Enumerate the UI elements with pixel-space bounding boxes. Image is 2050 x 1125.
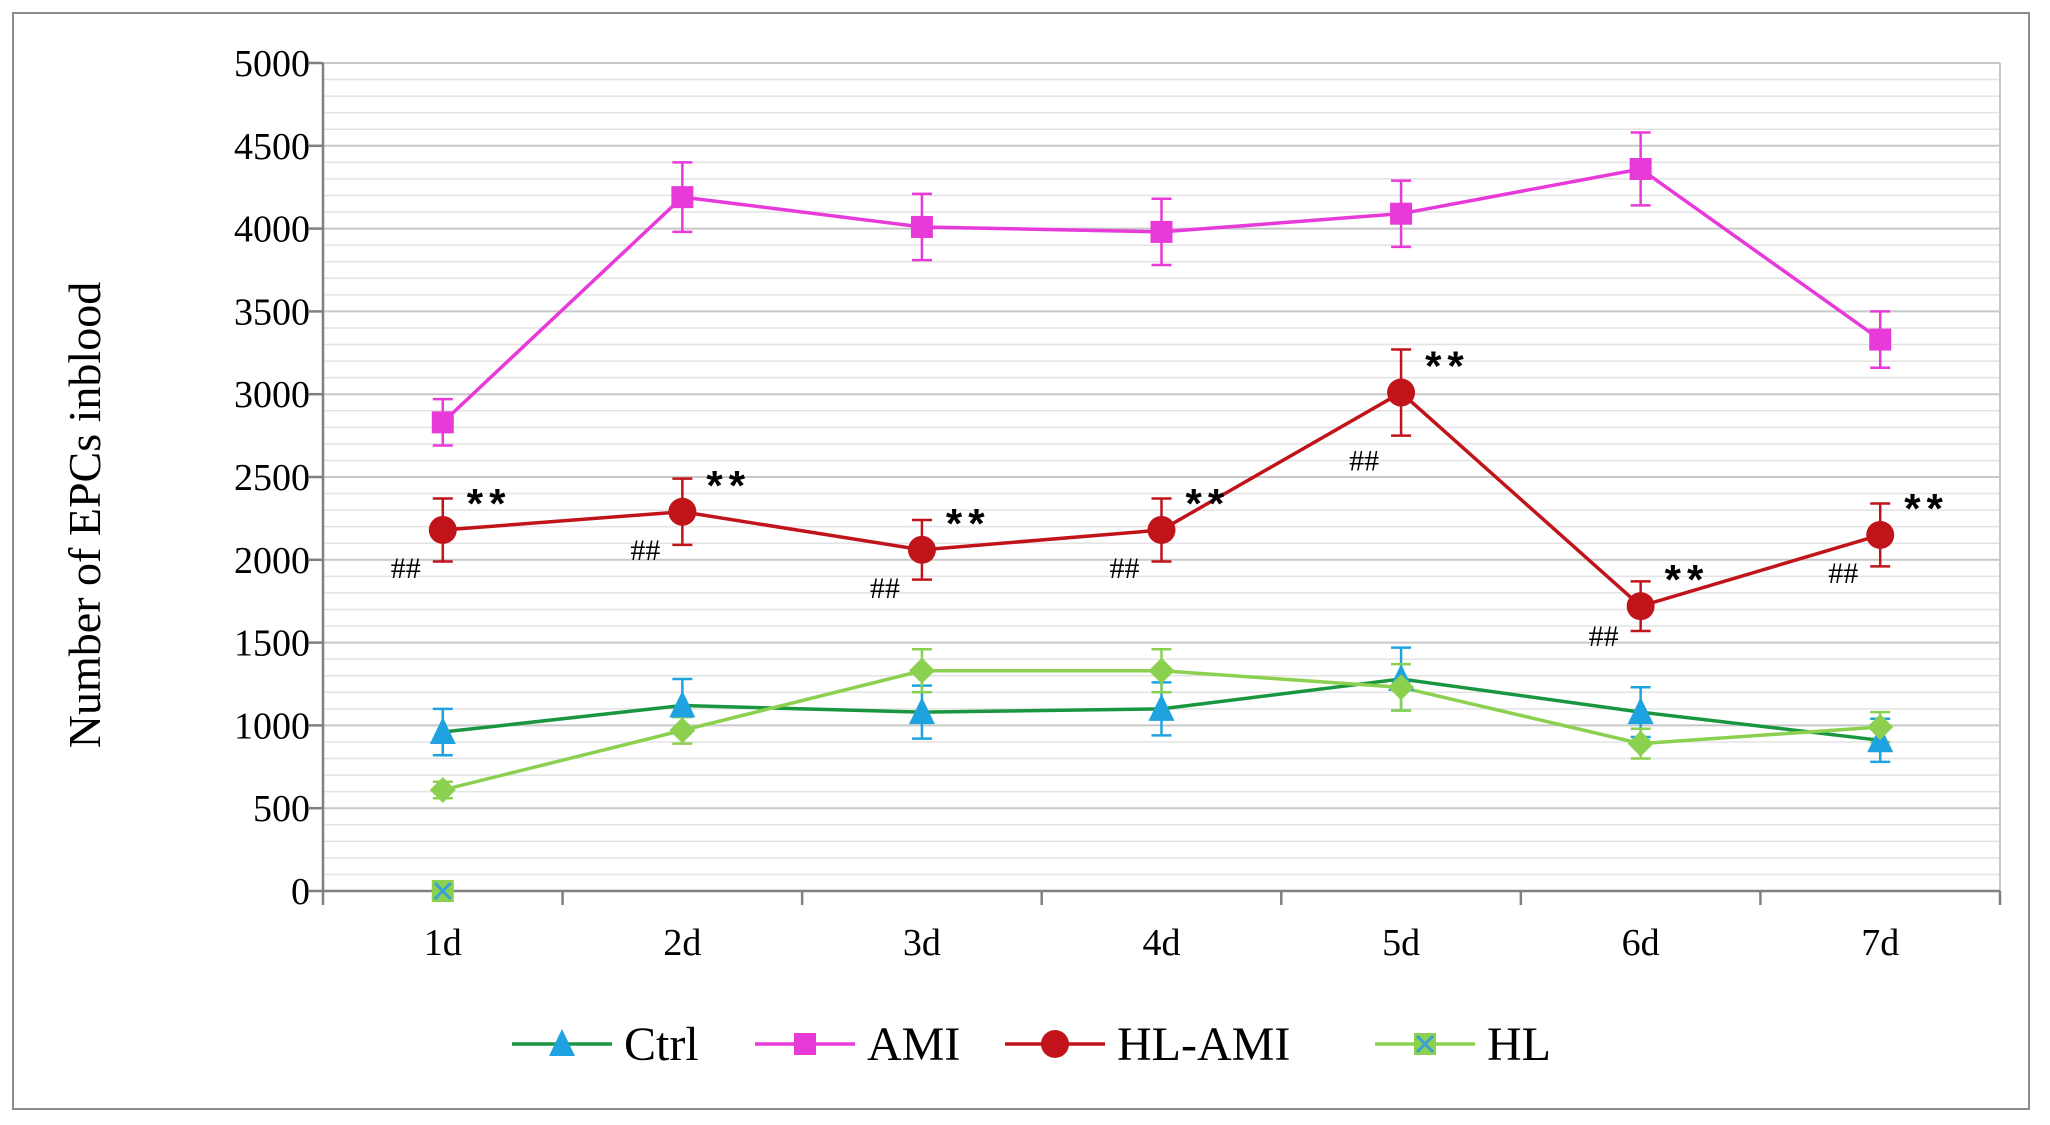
- legend-label: HL-AMI: [1117, 1018, 1290, 1071]
- x-tick-label: 6d: [1622, 922, 1660, 964]
- data-point-hl-ami: [907, 535, 936, 564]
- data-point-hl-ami: [1626, 592, 1655, 621]
- axis-layer: 0 500 1000 1500 2000 2500 3000 3500 4000 4500 5000…: [234, 43, 2002, 964]
- x-tick-label: 7d: [1861, 922, 1899, 964]
- y-tick-label: 1000: [234, 705, 310, 747]
- legend-marker: [1041, 1030, 1069, 1058]
- data-point-extra-cross: [433, 881, 452, 901]
- data-point-hl: [1627, 730, 1654, 757]
- y-tick-label: 4500: [234, 126, 310, 168]
- y-tick-label: 2000: [234, 540, 310, 582]
- data-point-hl-ami: [1147, 515, 1176, 544]
- x-tick-label: 3d: [903, 922, 941, 964]
- data-point-ctrl: [1627, 697, 1654, 725]
- legend-item-ami: AMI: [755, 1018, 960, 1071]
- data-point-hl: [669, 717, 696, 744]
- x-tick-label: 5d: [1382, 922, 1420, 964]
- data-point-hl: [908, 657, 935, 684]
- legend-marker: [794, 1033, 816, 1055]
- y-tick-label: 3500: [234, 291, 310, 333]
- significance-hash: ##: [391, 552, 421, 585]
- data-point-ctrl: [1148, 693, 1175, 721]
- legend: Ctrl AMI HL-AMI HL: [512, 1018, 1551, 1071]
- significance-stars: **: [706, 462, 751, 509]
- y-tick-label: 500: [253, 788, 310, 830]
- data-point-hl-ami: [1387, 378, 1416, 407]
- significance-stars: **: [946, 500, 991, 547]
- legend-label: Ctrl: [624, 1018, 699, 1071]
- significance-hash: ##: [1828, 557, 1858, 590]
- y-tick-label: 1500: [234, 623, 310, 665]
- significance-stars: **: [1425, 343, 1470, 390]
- data-point-ami: [1629, 157, 1652, 180]
- significance-hash: ##: [870, 572, 900, 605]
- data-point-ctrl: [669, 690, 696, 718]
- legend-marker-cross: [1415, 1034, 1435, 1054]
- y-tick-label: 4000: [234, 209, 310, 251]
- x-tick-label: 4d: [1143, 922, 1181, 964]
- data-point-ami: [671, 186, 694, 209]
- series-layer: [428, 131, 1895, 902]
- annotation-layer: ** ## ** ## ** ## ** ## ** ## ** ## ** ##: [391, 343, 1949, 654]
- legend-label: HL: [1487, 1018, 1551, 1071]
- significance-stars: **: [467, 480, 512, 527]
- significance-hash: ##: [630, 534, 660, 567]
- data-point-hl: [1148, 657, 1175, 684]
- significance-hash: ##: [1589, 620, 1619, 653]
- significance-stars: **: [1904, 485, 1949, 532]
- y-tick-label: 2500: [234, 457, 310, 499]
- data-point-hl: [1867, 714, 1894, 741]
- significance-stars: **: [1186, 480, 1231, 527]
- legend-marker: [1414, 1033, 1436, 1055]
- y-tick-label: 5000: [234, 43, 310, 85]
- data-point-ctrl: [429, 717, 456, 745]
- y-tick-label: 0: [291, 871, 310, 913]
- significance-stars: **: [1665, 556, 1710, 603]
- legend-item-hl: HL: [1375, 1018, 1551, 1071]
- data-point-hl-ami: [668, 497, 697, 526]
- data-point-hl: [1388, 674, 1415, 701]
- x-tick-label: 2d: [663, 922, 701, 964]
- y-tick-label: 3000: [234, 374, 310, 416]
- significance-hash: ##: [1110, 552, 1140, 585]
- legend-marker: [549, 1029, 575, 1056]
- data-point-ami: [1869, 328, 1892, 351]
- data-point-hl-ami: [1866, 520, 1895, 549]
- data-point-ami: [910, 215, 933, 238]
- legend-item-ctrl: Ctrl: [512, 1018, 699, 1071]
- data-point-ctrl: [908, 697, 935, 725]
- data-point-ami: [1150, 220, 1173, 243]
- x-tick-label: 1d: [424, 922, 462, 964]
- legend-label: AMI: [867, 1018, 960, 1071]
- data-point-hl: [429, 776, 456, 803]
- legend-item-hl-ami: HL-AMI: [1005, 1018, 1290, 1071]
- y-axis-label: Number of EPCs inblood: [59, 282, 110, 748]
- data-point-hl-ami: [428, 515, 457, 544]
- data-point-ami: [1390, 202, 1413, 225]
- significance-hash: ##: [1349, 445, 1379, 478]
- data-point-extra: [431, 880, 454, 902]
- grid-layer: [323, 62, 2001, 891]
- data-point-ami: [431, 411, 454, 434]
